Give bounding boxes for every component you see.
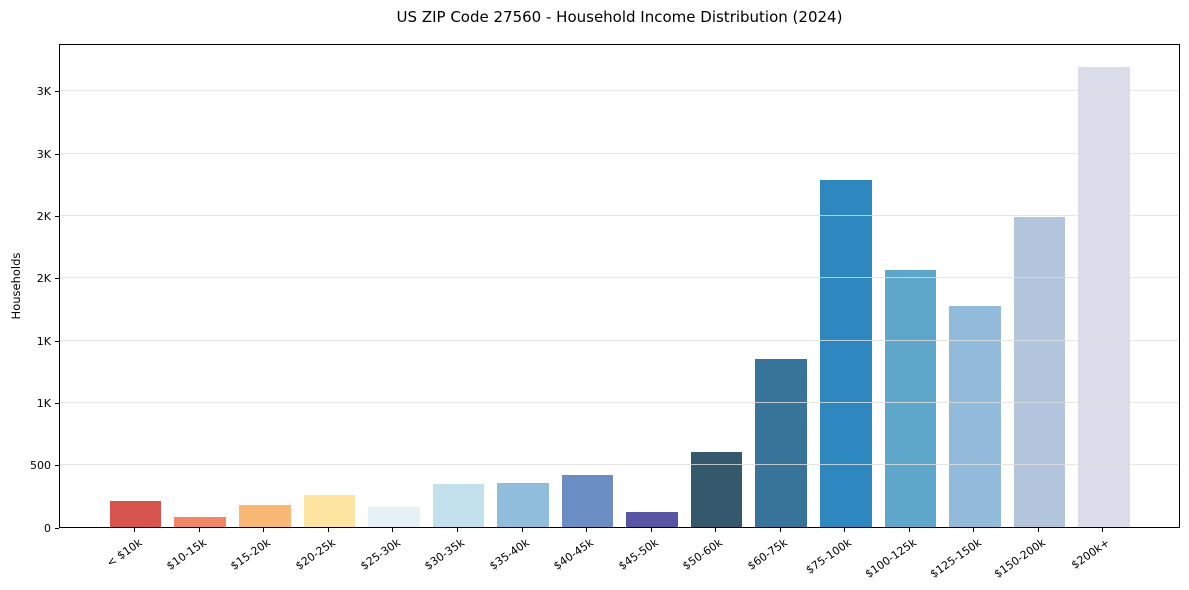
- x-tick-label: $125-150k: [927, 536, 984, 581]
- x-tick-mark: [715, 528, 717, 532]
- x-tick-mark: [650, 528, 652, 532]
- x-tick-label: $15-20k: [228, 536, 274, 573]
- x-tick-label: $75-100k: [803, 536, 855, 577]
- x-tick-mark: [844, 528, 846, 532]
- x-tick-label: $50-60k: [680, 536, 726, 573]
- bar-$100-125k: [884, 270, 937, 527]
- x-tick-mark: [456, 528, 458, 532]
- gridline-2K: [60, 277, 1179, 279]
- x-tick-label: $10-15k: [164, 536, 209, 573]
- x-tick-mark: [134, 528, 136, 532]
- y-tick-label: 3K: [36, 85, 51, 99]
- x-tick-label: $150-200k: [991, 536, 1048, 581]
- bar-$35-40k: [497, 482, 549, 527]
- gridline-1K: [60, 339, 1179, 341]
- x-tick-label: $30-35k: [422, 536, 467, 573]
- y-tick-mark: [55, 465, 59, 467]
- y-tick-mark: [55, 340, 59, 342]
- x-tick-mark: [779, 528, 781, 532]
- y-tick-label: 500: [30, 459, 51, 473]
- bar-$75-100k: [819, 179, 872, 527]
- y-tick-label: 0: [44, 521, 51, 535]
- bar-$200k+: [1078, 67, 1130, 527]
- bar-$40-45k: [561, 475, 614, 527]
- y-tick-mark: [55, 278, 59, 280]
- bar-$50-60k: [690, 451, 743, 527]
- x-tick-label: $25-30k: [357, 536, 403, 573]
- bar-$10-15k: [174, 517, 227, 527]
- y-tick-mark: [55, 153, 59, 155]
- x-tick-label: $35-40k: [486, 536, 532, 573]
- bar-$15-20k: [239, 505, 291, 527]
- bar-$20-25k: [303, 494, 356, 527]
- chart-title: US ZIP Code 27560 - Household Income Dis…: [396, 8, 843, 26]
- y-tick-mark: [55, 215, 59, 217]
- bar-$60-75k: [755, 359, 807, 527]
- y-tick-label: 1K: [36, 334, 51, 348]
- y-tick-mark: [55, 527, 59, 529]
- y-tick-label: 2K: [36, 209, 51, 223]
- bar-< $10k: [109, 500, 162, 527]
- gridline-1K: [60, 401, 1179, 403]
- x-tick-label: $45-50k: [615, 536, 661, 573]
- bar-$45-50k: [626, 512, 678, 527]
- x-tick-mark: [908, 528, 910, 532]
- x-tick-label: $60-75k: [745, 536, 790, 573]
- x-tick-label: $100-125k: [862, 536, 919, 581]
- x-tick-mark: [327, 528, 329, 532]
- gridline-500: [60, 464, 1179, 466]
- y-tick-mark: [55, 91, 59, 93]
- bar-$25-30k: [368, 507, 420, 527]
- bar-$30-35k: [432, 484, 485, 527]
- gridline-3K: [60, 90, 1179, 92]
- gridline-2K: [60, 214, 1179, 216]
- x-tick-label: $40-45k: [551, 536, 597, 573]
- x-tick-mark: [1037, 528, 1039, 532]
- bar-$150-200k: [1013, 217, 1066, 527]
- y-tick-mark: [55, 402, 59, 404]
- x-tick-mark: [392, 528, 394, 532]
- x-tick-label: $200k+: [1069, 536, 1113, 572]
- plot-area: [59, 44, 1180, 528]
- bar-$125-150k: [949, 306, 1001, 527]
- x-tick-mark: [973, 528, 975, 532]
- x-tick-mark: [1102, 528, 1104, 532]
- y-tick-label: 2K: [36, 272, 51, 286]
- x-tick-mark: [198, 528, 200, 532]
- y-tick-label: 1K: [36, 396, 51, 410]
- y-tick-label: 3K: [36, 147, 51, 161]
- x-tick-mark: [521, 528, 523, 532]
- x-tick-label: < $10k: [103, 536, 145, 570]
- x-tick-mark: [263, 528, 265, 532]
- x-tick-label: $20-25k: [293, 536, 338, 573]
- x-tick-mark: [586, 528, 588, 532]
- y-axis-title: Households: [9, 252, 23, 320]
- gridline-3K: [60, 152, 1179, 154]
